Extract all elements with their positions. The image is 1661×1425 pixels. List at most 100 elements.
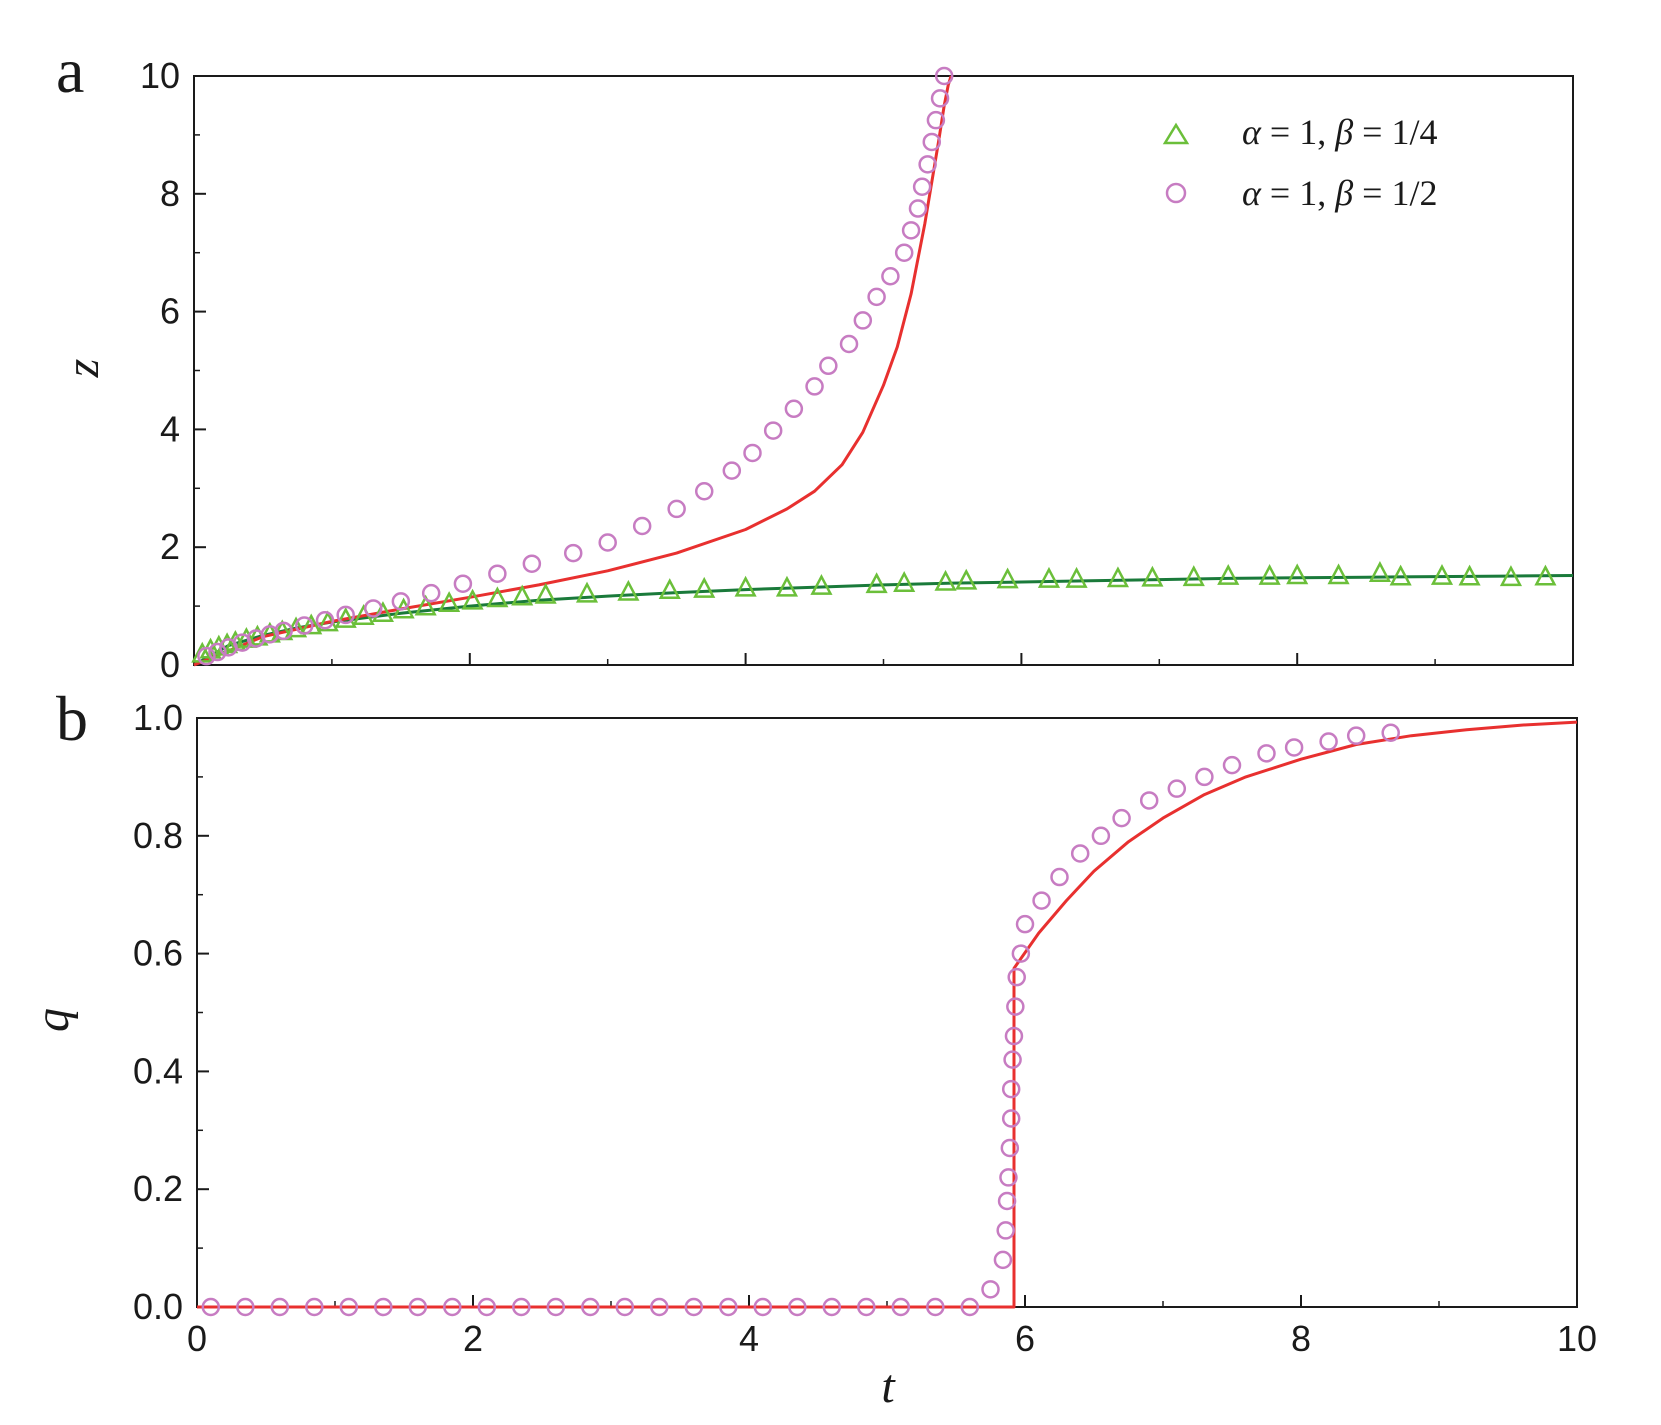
triangle-data-point [1389, 564, 1412, 586]
triangle-data-point [1037, 566, 1061, 588]
circle-data-point [719, 1297, 738, 1317]
circle-data-point [615, 1297, 635, 1317]
circle-data-point [1091, 826, 1111, 846]
panel-b-letter: b [56, 683, 88, 754]
circle-data-point [918, 155, 937, 174]
circle-data-point [1112, 808, 1131, 828]
circle-data-point [563, 543, 583, 563]
panel-a-y-axis-label: z [56, 358, 109, 378]
panel-b-x-axis-label: t [881, 1360, 896, 1413]
legend-circle-marker [1165, 182, 1187, 204]
triangle-data-point [534, 582, 557, 604]
triangle-data-point [1430, 563, 1454, 585]
circle-data-point [1381, 723, 1400, 742]
circle-data-point [1050, 867, 1069, 887]
triangle-data-point [1368, 561, 1392, 582]
circle-data-point [632, 516, 652, 536]
triangle-data-point [334, 606, 357, 628]
circle-data-point [581, 1297, 600, 1317]
y-tick-label: 6 [160, 291, 180, 332]
y-tick-label: 4 [160, 408, 180, 449]
circle-data-point [912, 177, 932, 196]
triangle-data-point [414, 594, 437, 616]
circle-data-point [881, 267, 900, 286]
solution-curve [197, 720, 1578, 1309]
circle-data-point [1346, 726, 1366, 745]
circle-data-point [1032, 891, 1051, 910]
triangle-data-point [1286, 563, 1309, 585]
legend-alpha-2: 1 [1299, 173, 1317, 213]
y-tick-label: 0.6 [133, 933, 183, 974]
circle-data-point [788, 1297, 807, 1317]
triangle-data-point [893, 571, 916, 592]
circle-data-point [197, 646, 216, 666]
triangle-data-point [1182, 565, 1205, 587]
circle-data-point [763, 421, 783, 440]
legend-triangle-marker [1162, 122, 1190, 145]
circle-data-point [295, 616, 314, 635]
circle-data-point [853, 311, 873, 330]
circle-data-point [891, 1297, 911, 1317]
circle-data-point [1195, 767, 1214, 787]
triangle-data-point [1141, 565, 1164, 587]
circle-data-point [867, 287, 886, 307]
circle-data-point [1003, 1050, 1022, 1069]
circle-data-point [934, 66, 954, 86]
circle-data-point [315, 610, 335, 630]
panel-b-series [197, 720, 1578, 1317]
circle-data-point [743, 443, 762, 463]
triangle-data-point [1065, 566, 1088, 588]
circle-data-point [1011, 944, 1031, 963]
circle-data-point [926, 1297, 945, 1317]
solution-curve [193, 75, 953, 667]
triangle-data-point [461, 588, 484, 610]
panel-b-ticks: 0 2 4 6 8 10 0.0 0.2 0.4 0.6 0.8 1.0 [133, 697, 1597, 1359]
solution-lines [197, 720, 1578, 1309]
triangle-data-point [955, 568, 978, 590]
triangle-data-point [734, 575, 757, 597]
circle-data-point [930, 89, 950, 108]
circle-data-point [374, 1297, 393, 1317]
x-tick-label: 4 [739, 1318, 759, 1359]
data-markers [201, 723, 1400, 1317]
triangle-data-point [1217, 563, 1240, 585]
circle-data-point [1007, 967, 1026, 987]
circle-data-point [839, 334, 859, 354]
circle-data-point [857, 1297, 876, 1317]
triangle-data-point [617, 579, 640, 601]
circle-data-point [1000, 1138, 1020, 1158]
triangle-data-point [865, 572, 888, 594]
circle-data-point [339, 1297, 359, 1317]
panel-b: b 0 2 4 6 8 10 0.0 0.2 0.4 0.6 0.8 1.0 q t [26, 683, 1597, 1413]
triangle-data-point [1106, 566, 1130, 588]
legend-alpha-1: 1 [1299, 112, 1317, 152]
triangle-data-point [1499, 565, 1523, 587]
circle-data-point [512, 1297, 531, 1317]
solution-lines [193, 75, 1574, 667]
triangle-data-point [658, 578, 681, 600]
triangle-data-point [575, 581, 599, 603]
circle-data-point [722, 461, 742, 480]
legend-entry-beta-quarter: α = 1, β = 1/4 [1242, 112, 1437, 152]
x-tick-label: 10 [1557, 1318, 1597, 1359]
triangle-data-point [1258, 563, 1281, 585]
circle-data-point [997, 1191, 1017, 1211]
y-tick-label: 0.0 [133, 1286, 183, 1327]
circle-data-point [805, 377, 824, 396]
circle-data-point [960, 1297, 980, 1317]
circle-data-point [488, 564, 507, 583]
circle-data-point [894, 243, 914, 262]
circle-data-point [305, 1297, 324, 1317]
circle-data-point [1167, 779, 1187, 798]
circle-data-point [1001, 1079, 1021, 1099]
legend-beta-1: 1/4 [1391, 112, 1437, 152]
triangle-data-point [693, 576, 716, 598]
panel-a-legend: α = 1, β = 1/4 α = 1, β = 1/2 [1162, 112, 1437, 213]
circle-data-point [1015, 914, 1035, 934]
circle-data-point [694, 481, 714, 501]
circle-data-point [522, 554, 542, 573]
circle-data-point [908, 199, 928, 218]
x-tick-label: 8 [1291, 1318, 1311, 1359]
circle-data-point [684, 1297, 704, 1317]
